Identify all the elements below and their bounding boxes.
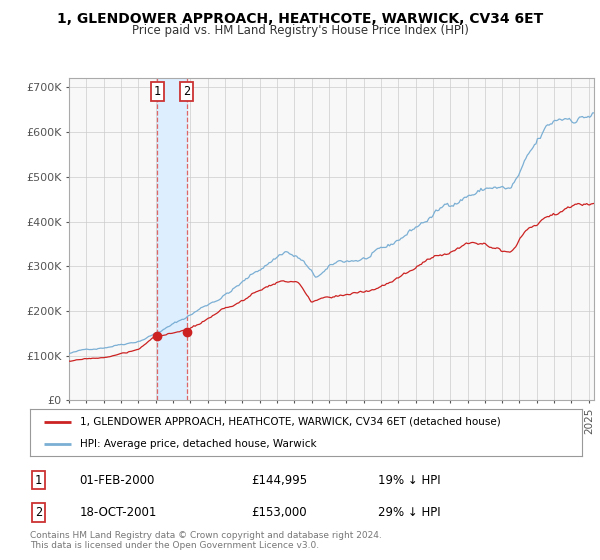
- Text: £144,995: £144,995: [251, 474, 307, 487]
- Text: HPI: Average price, detached house, Warwick: HPI: Average price, detached house, Warw…: [80, 438, 316, 449]
- Text: Contains HM Land Registry data © Crown copyright and database right 2024.
This d: Contains HM Land Registry data © Crown c…: [30, 531, 382, 550]
- Text: 2: 2: [35, 506, 42, 519]
- Text: 1, GLENDOWER APPROACH, HEATHCOTE, WARWICK, CV34 6ET: 1, GLENDOWER APPROACH, HEATHCOTE, WARWIC…: [57, 12, 543, 26]
- Text: 19% ↓ HPI: 19% ↓ HPI: [378, 474, 440, 487]
- Text: 01-FEB-2000: 01-FEB-2000: [80, 474, 155, 487]
- Text: 1: 1: [35, 474, 42, 487]
- Text: 29% ↓ HPI: 29% ↓ HPI: [378, 506, 440, 519]
- Text: Price paid vs. HM Land Registry's House Price Index (HPI): Price paid vs. HM Land Registry's House …: [131, 24, 469, 36]
- Text: 2: 2: [183, 85, 190, 99]
- Text: 1: 1: [154, 85, 161, 99]
- Text: £153,000: £153,000: [251, 506, 307, 519]
- Text: 1, GLENDOWER APPROACH, HEATHCOTE, WARWICK, CV34 6ET (detached house): 1, GLENDOWER APPROACH, HEATHCOTE, WARWIC…: [80, 417, 500, 427]
- Bar: [157, 78, 187, 400]
- Text: 18-OCT-2001: 18-OCT-2001: [80, 506, 157, 519]
